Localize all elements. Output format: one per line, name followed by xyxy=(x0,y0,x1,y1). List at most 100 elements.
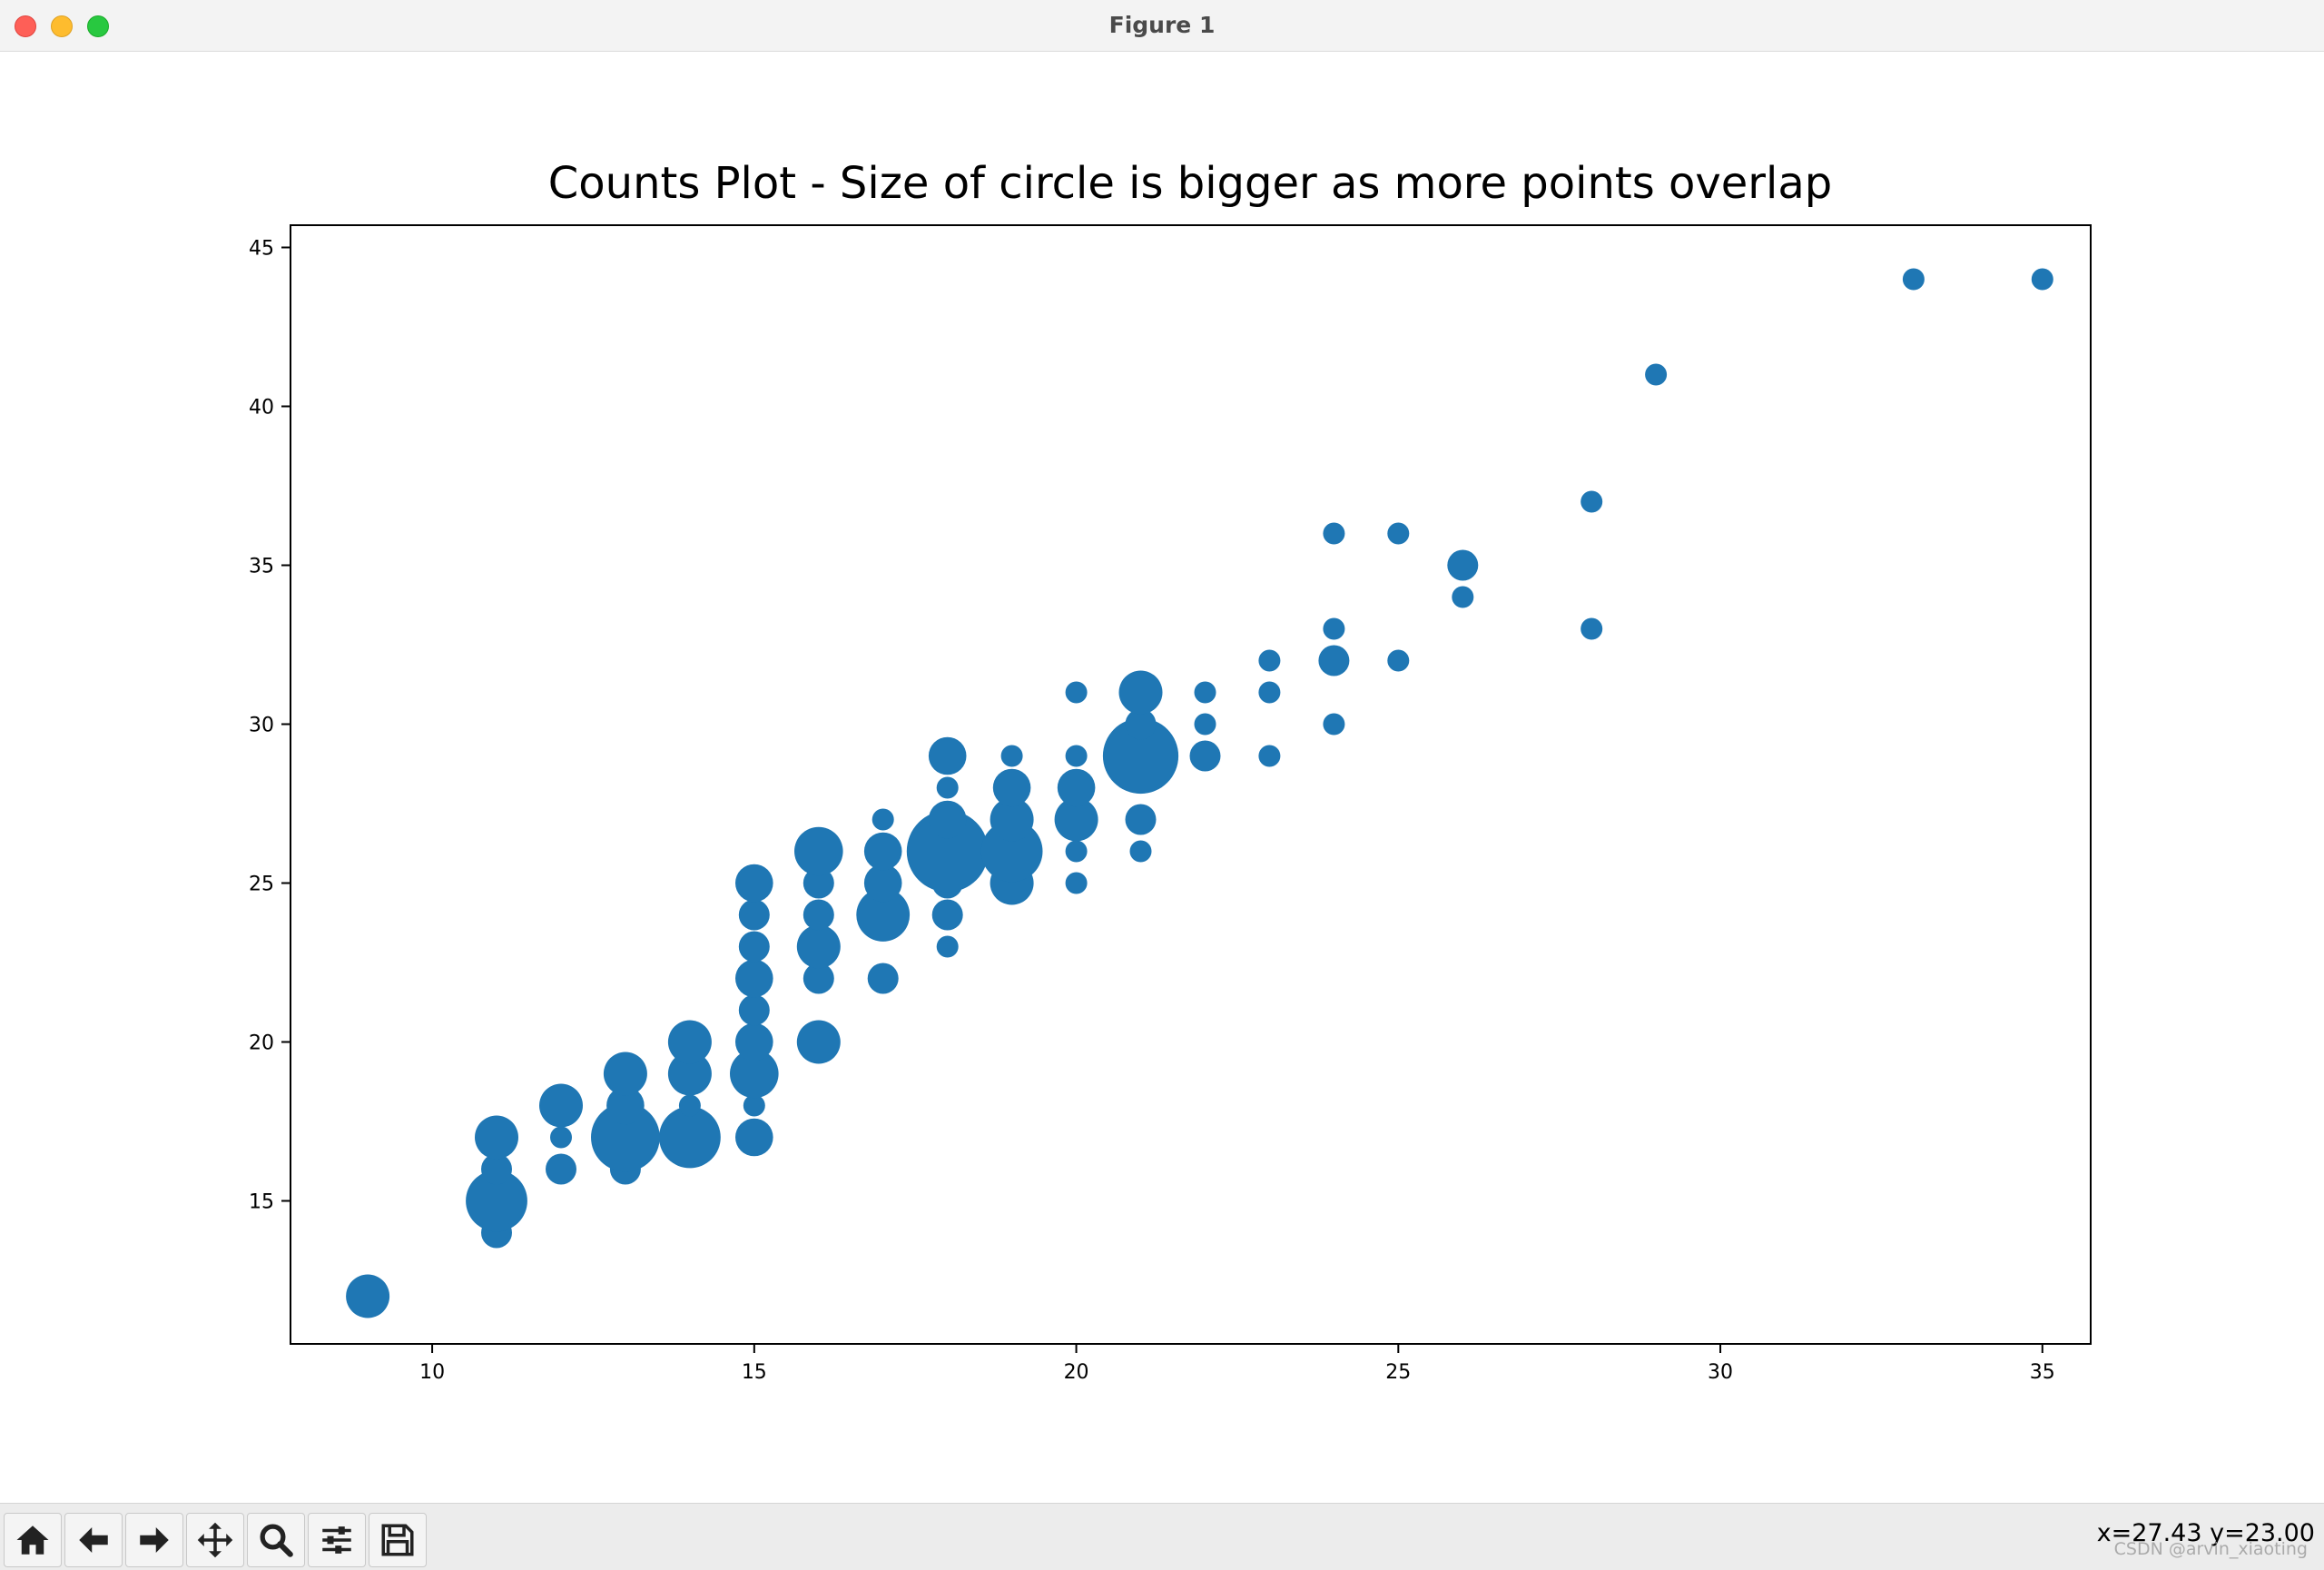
watermark-text: CSDN @arvin_xiaoting xyxy=(2113,1539,2308,1559)
data-point xyxy=(1258,745,1281,767)
data-point xyxy=(539,1083,583,1128)
y-tick-label: 45 xyxy=(249,238,274,261)
figure-canvas[interactable]: Counts Plot - Size of circle is bigger a… xyxy=(0,52,2324,1503)
data-point xyxy=(936,776,959,799)
move-icon xyxy=(197,1522,233,1558)
forward-button[interactable] xyxy=(125,1513,183,1567)
data-point xyxy=(928,800,967,839)
data-point xyxy=(1323,713,1345,736)
data-point xyxy=(1387,649,1410,672)
data-point xyxy=(550,1126,572,1149)
data-point xyxy=(546,1153,576,1185)
cursor-coordinates: x=27.43 y=23.00 xyxy=(2096,1519,2315,1547)
data-point xyxy=(1194,681,1216,704)
data-point xyxy=(1065,872,1088,894)
data-point xyxy=(730,1049,779,1099)
data-point xyxy=(735,959,773,998)
y-tick-label: 30 xyxy=(249,715,274,737)
window-title: Figure 1 xyxy=(1108,12,1216,38)
minimize-window-button[interactable] xyxy=(51,15,73,37)
maximize-window-button[interactable] xyxy=(87,15,109,37)
data-point xyxy=(1102,717,1179,795)
data-point xyxy=(659,1106,721,1169)
x-tick-label: 35 xyxy=(2030,1361,2055,1384)
arrow-left-icon xyxy=(79,1527,108,1553)
data-point xyxy=(1000,745,1023,767)
scatter-chart: Counts Plot - Size of circle is bigger a… xyxy=(249,158,2092,1385)
data-point xyxy=(1452,586,1474,608)
x-tick-label: 20 xyxy=(1064,1361,1089,1384)
sliders-icon xyxy=(322,1526,351,1554)
points-layer xyxy=(346,268,2053,1318)
data-point xyxy=(906,810,989,893)
y-tick-label: 15 xyxy=(249,1191,274,1214)
data-point xyxy=(1645,363,1668,386)
x-tick-label: 30 xyxy=(1708,1361,1733,1384)
floppy-disk-icon xyxy=(381,1524,414,1556)
back-button[interactable] xyxy=(64,1513,123,1567)
data-point xyxy=(738,899,770,931)
data-point xyxy=(1125,708,1157,740)
data-point xyxy=(803,963,834,994)
close-window-button[interactable] xyxy=(15,15,36,37)
y-tick-label: 40 xyxy=(249,397,274,420)
ticks-layer: 10 15 20 25 30 35 15 20 25 30 35 40 45 xyxy=(249,238,2055,1385)
data-point xyxy=(603,1052,647,1096)
data-point xyxy=(1054,797,1098,842)
data-point xyxy=(735,1118,773,1157)
pan-button[interactable] xyxy=(186,1513,244,1567)
data-point xyxy=(1125,804,1157,835)
data-point xyxy=(794,826,843,876)
y-tick-label: 20 xyxy=(249,1032,274,1055)
data-point xyxy=(856,888,911,942)
data-point xyxy=(475,1115,518,1160)
data-point xyxy=(1057,768,1096,807)
window-titlebar: Figure 1 xyxy=(0,0,2324,52)
data-point xyxy=(1065,745,1088,767)
data-point xyxy=(2031,268,2053,291)
data-point xyxy=(743,1094,765,1117)
home-icon xyxy=(16,1526,49,1555)
configure-subplots-button[interactable] xyxy=(308,1513,366,1567)
data-point xyxy=(738,994,770,1026)
x-tick-label: 25 xyxy=(1385,1361,1411,1384)
data-point xyxy=(346,1274,390,1318)
chart-title: Counts Plot - Size of circle is bigger a… xyxy=(548,158,1832,209)
data-point xyxy=(803,899,834,931)
data-point xyxy=(606,1086,645,1125)
data-point xyxy=(1189,740,1221,772)
home-button[interactable] xyxy=(4,1513,62,1567)
data-point xyxy=(796,924,841,969)
data-point xyxy=(1318,645,1350,676)
data-point xyxy=(1323,522,1345,545)
data-point xyxy=(1065,840,1088,863)
zoom-button[interactable] xyxy=(247,1513,305,1567)
data-point xyxy=(992,768,1031,807)
data-point xyxy=(1129,840,1152,863)
data-point xyxy=(863,864,902,903)
data-point xyxy=(928,736,967,775)
data-point xyxy=(1065,681,1088,704)
data-point xyxy=(1118,670,1163,715)
data-point xyxy=(667,1020,712,1064)
data-point xyxy=(735,864,773,903)
x-tick-label: 10 xyxy=(419,1361,445,1384)
data-point xyxy=(1387,522,1410,545)
data-point xyxy=(803,867,834,899)
data-point xyxy=(931,899,963,931)
save-button[interactable] xyxy=(369,1513,427,1567)
data-point xyxy=(1581,490,1603,513)
data-point xyxy=(1194,713,1216,736)
data-point xyxy=(1258,681,1281,704)
data-point xyxy=(990,797,1034,842)
data-point xyxy=(796,1020,841,1064)
plot-frame xyxy=(290,224,2092,1345)
data-point xyxy=(678,1094,701,1117)
data-point xyxy=(1258,649,1281,672)
data-point xyxy=(481,1153,512,1185)
data-point xyxy=(738,931,770,963)
data-point xyxy=(980,820,1043,883)
data-point xyxy=(1581,617,1603,640)
data-point xyxy=(863,832,902,871)
data-point xyxy=(466,1170,527,1232)
